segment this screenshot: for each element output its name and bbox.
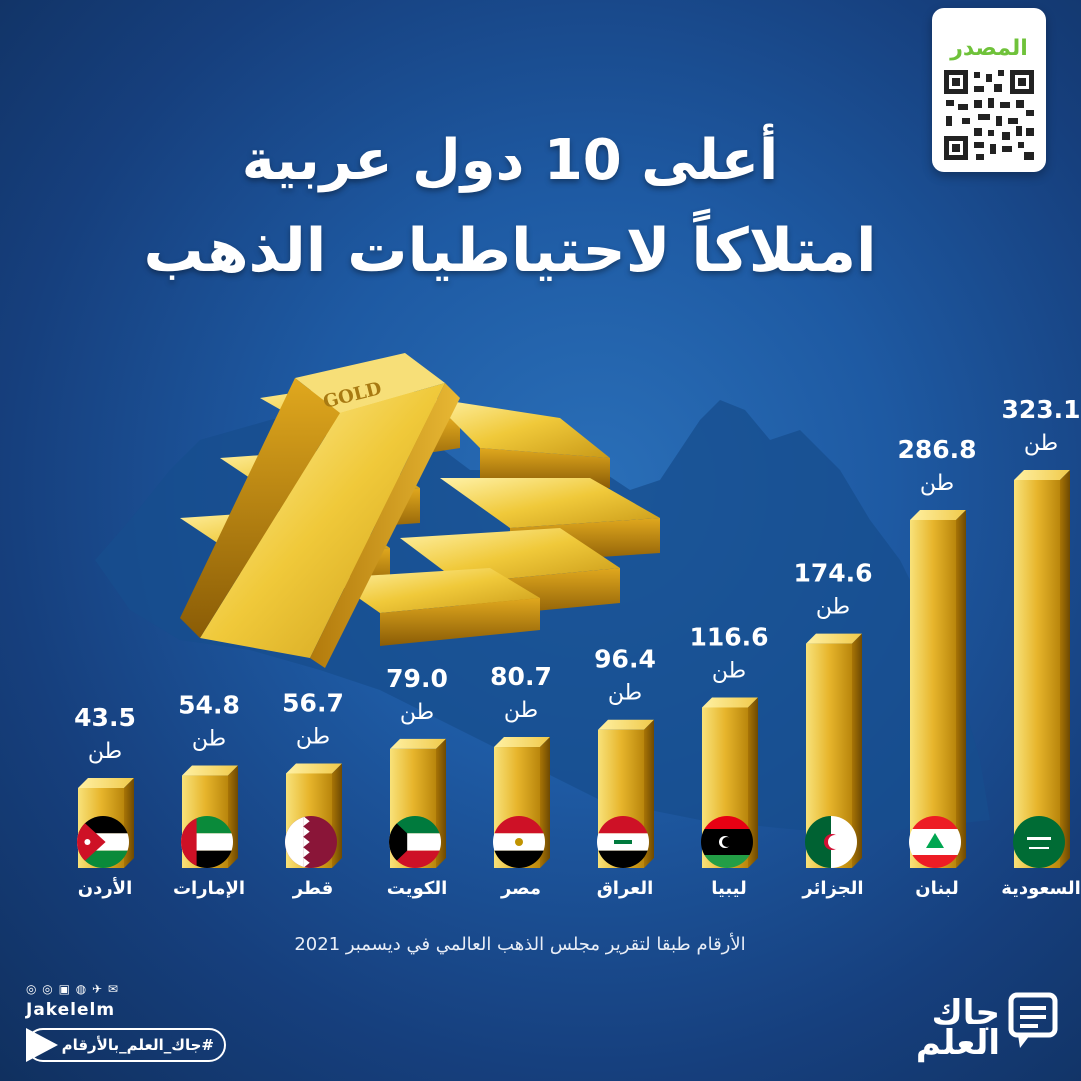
hashtag-text: #جاك_العلم_بالأرقام <box>61 1036 214 1054</box>
unit-label-2: طن <box>296 724 330 749</box>
category-label-8: لبنان <box>915 878 959 899</box>
unit-label-8: طن <box>920 471 954 496</box>
chat-bubble-logo-icon <box>1008 992 1058 1048</box>
bar-side-7 <box>852 633 862 868</box>
unit-label-0: طن <box>88 739 122 764</box>
saudi-flag-icon <box>1013 816 1065 868</box>
category-label-0: الأردن <box>78 877 133 899</box>
unit-label-6: طن <box>712 658 746 683</box>
unit-label-3: طن <box>400 700 434 725</box>
unit-label-5: طن <box>608 681 642 706</box>
qatar-flag-icon <box>285 816 337 868</box>
bar-top-9 <box>1014 470 1070 480</box>
category-label-3: الكويت <box>387 878 448 899</box>
value-label-3: 79.0 <box>386 664 448 693</box>
bar-8 <box>910 519 956 868</box>
jordan-flag-icon <box>77 816 129 868</box>
category-label-6: ليبيا <box>711 878 747 899</box>
qr-code-icon[interactable] <box>944 70 1034 160</box>
source-note: الأرقام طبقا لتقرير مجلس الذهب العالمي ف… <box>294 934 746 955</box>
unit-label-4: طن <box>504 698 538 723</box>
bar-top-3 <box>390 738 446 749</box>
bar-top-4 <box>494 737 550 748</box>
bar-top-1 <box>182 765 238 776</box>
value-label-7: 174.6 <box>793 559 872 588</box>
social-icons[interactable]: ◎ ◎ ▣ ◍ ✈ ✉ <box>26 982 119 996</box>
uae-flag-icon <box>181 816 233 868</box>
value-label-4: 80.7 <box>490 662 552 691</box>
value-label-0: 43.5 <box>74 703 136 732</box>
bar-top-0 <box>78 778 134 788</box>
egypt-flag-icon <box>493 816 545 868</box>
account-handle: Jakelelm <box>26 1000 116 1020</box>
source-card[interactable]: المصدر <box>932 8 1046 172</box>
unit-label-7: طن <box>816 595 850 620</box>
brand-name-line1: جاك <box>931 993 1000 1033</box>
category-label-4: مصر <box>500 878 541 899</box>
category-label-9: السعودية <box>1001 878 1081 899</box>
value-label-6: 116.6 <box>689 622 768 651</box>
value-label-5: 96.4 <box>594 645 656 674</box>
chart-title-line2: امتلاكاً لاحتياطيات الذهب <box>143 216 877 286</box>
unit-label-9: طن <box>1024 431 1058 456</box>
gold-bars-illustration: GOLD <box>180 353 660 668</box>
category-label-2: قطر <box>292 878 334 899</box>
value-label-1: 54.8 <box>178 691 240 720</box>
iraq-flag-icon <box>597 816 649 868</box>
value-label-2: 56.7 <box>282 688 344 717</box>
source-label: المصدر <box>950 36 1028 61</box>
bar-top-6 <box>702 697 758 708</box>
bar-top-7 <box>806 633 862 644</box>
category-label-5: العراق <box>597 878 654 899</box>
bar-9 <box>1014 480 1060 868</box>
hashtag-pill[interactable]: #جاك_العلم_بالأرقام <box>26 1028 226 1062</box>
bar-top-5 <box>598 719 654 730</box>
bar-side-8 <box>956 509 966 868</box>
kuwait-flag-icon <box>389 816 441 868</box>
value-label-8: 286.8 <box>897 435 976 464</box>
bar-side-6 <box>748 697 758 868</box>
play-icon <box>26 1028 58 1062</box>
bar-side-9 <box>1060 470 1070 868</box>
chart-title-line1: أعلى 10 دول عربية <box>241 128 779 193</box>
brand-name-line2: العلم <box>915 1023 1000 1063</box>
bar-top-8 <box>910 509 966 520</box>
category-label-7: الجزائر <box>801 878 863 899</box>
category-label-1: الإمارات <box>173 878 245 899</box>
unit-label-1: طن <box>192 727 226 752</box>
bar-top-2 <box>286 763 342 774</box>
value-label-9: 323.1 <box>1001 395 1080 424</box>
